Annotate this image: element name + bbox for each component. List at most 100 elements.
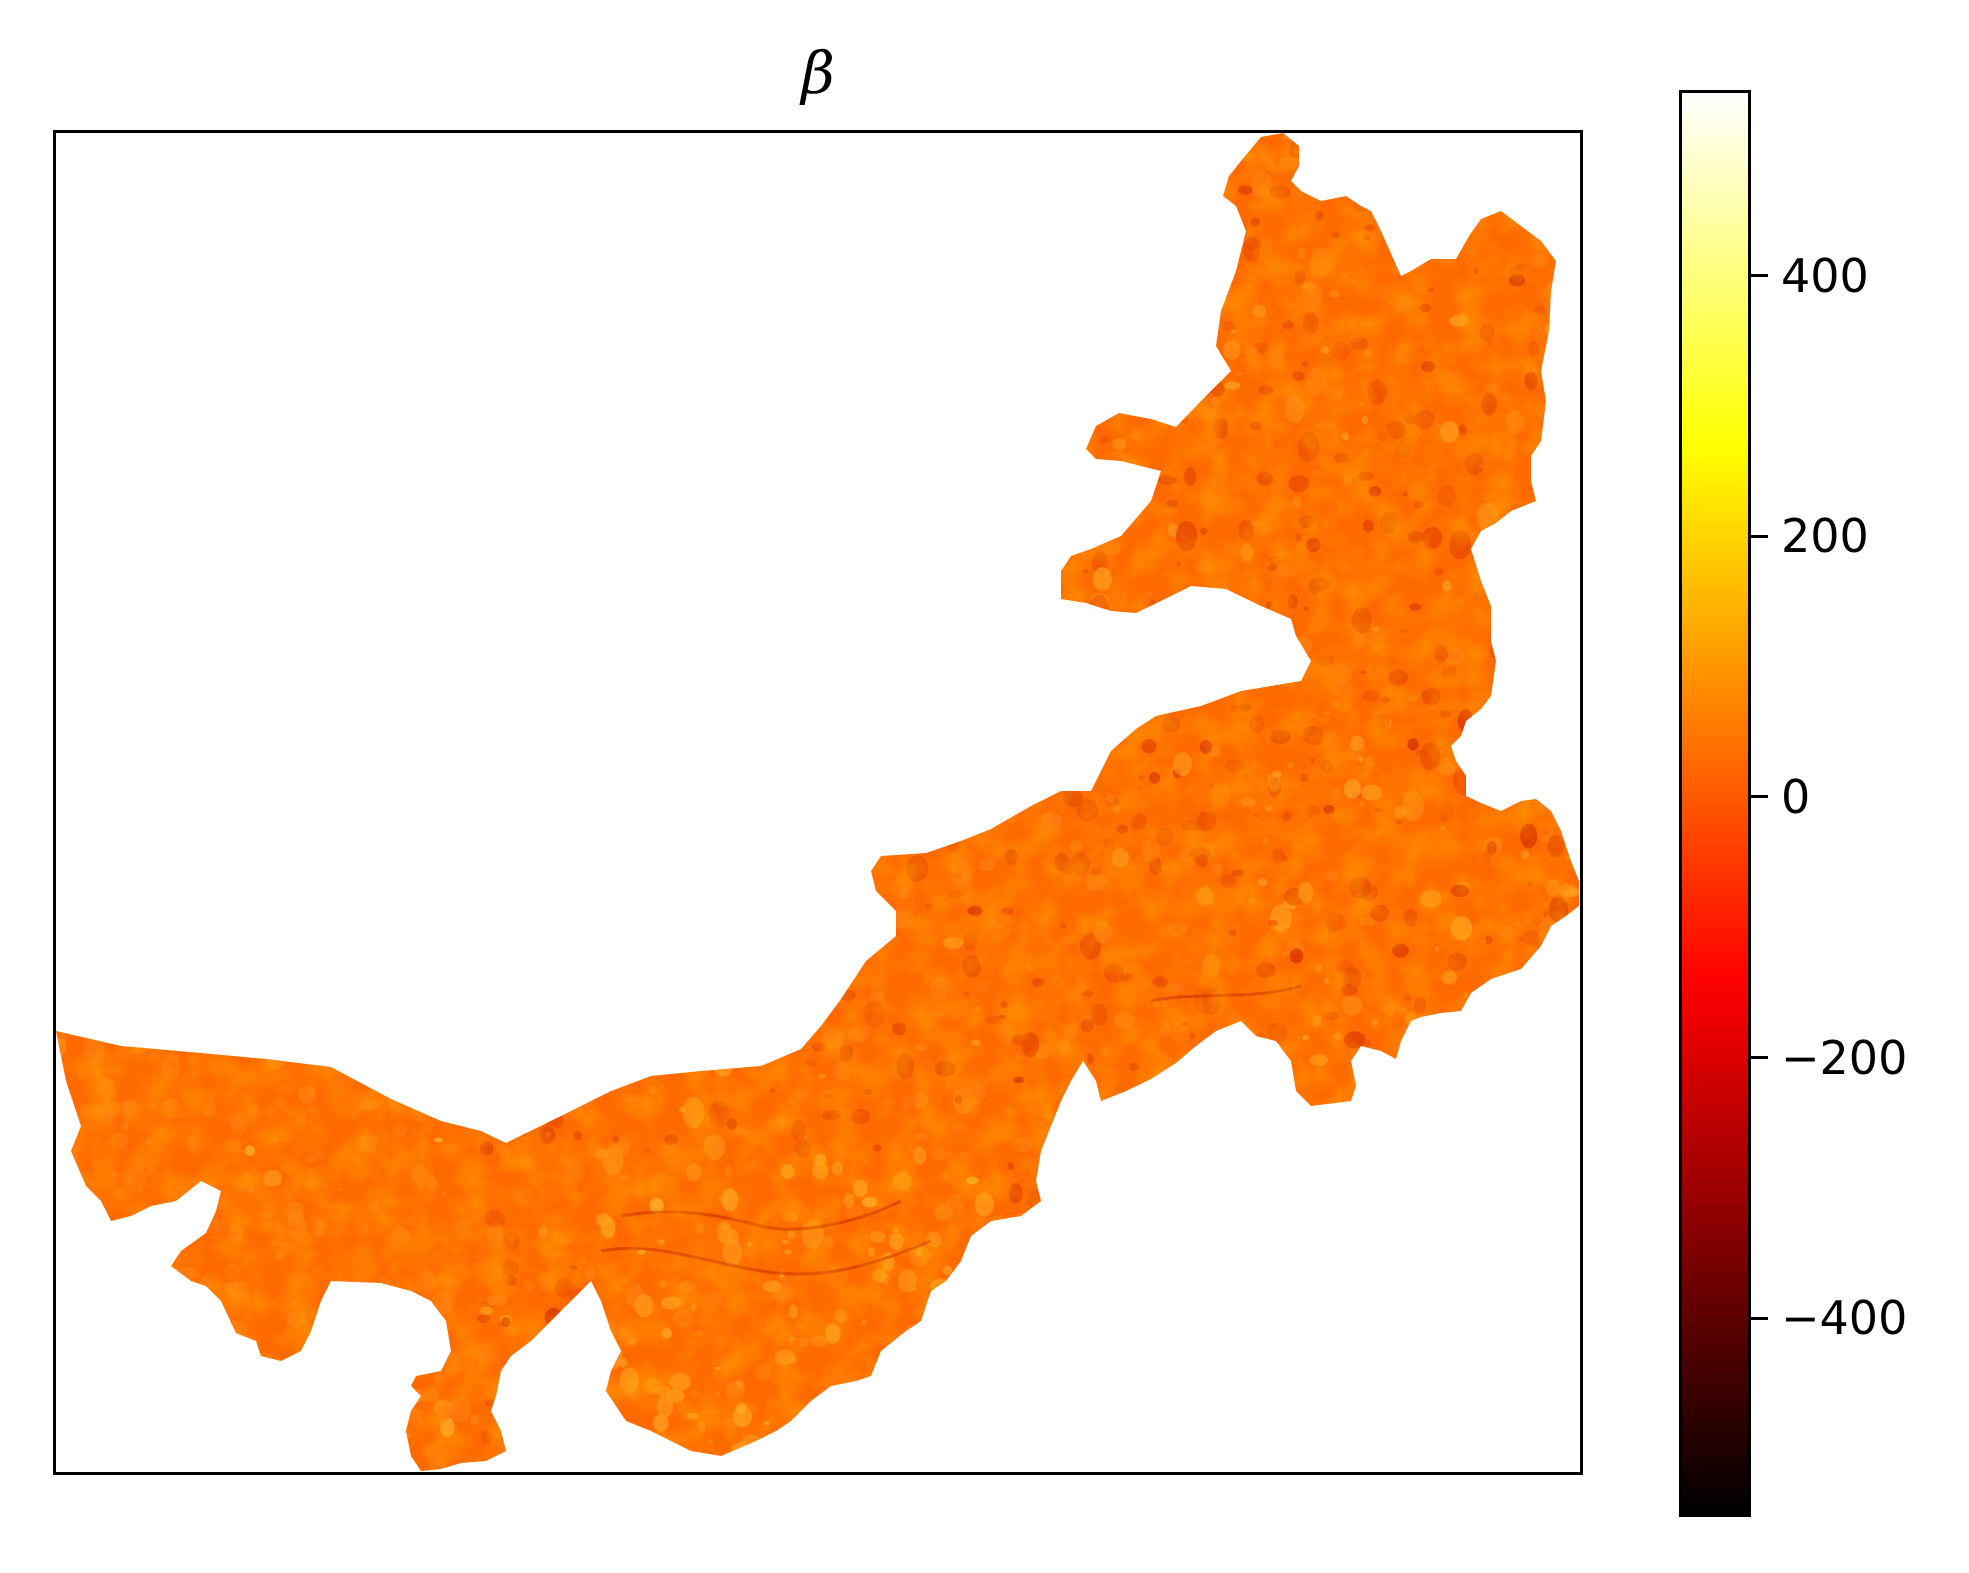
texture-speckle	[1499, 973, 1521, 990]
texture-speckle	[533, 270, 548, 279]
texture-speckle	[1023, 206, 1037, 223]
texture-speckle	[581, 988, 596, 1003]
texture-speckle	[364, 428, 370, 435]
texture-speckle	[721, 828, 742, 842]
texture-speckle	[1041, 200, 1060, 216]
texture-speckle	[572, 1392, 587, 1407]
texture-speckle	[779, 653, 801, 682]
texture-speckle	[1402, 1187, 1408, 1194]
texture-speckle	[329, 629, 345, 649]
texture-speckle	[1315, 1371, 1334, 1393]
texture-speckle	[1233, 627, 1250, 637]
texture-speckle	[1491, 1233, 1511, 1258]
texture-speckle	[1374, 1349, 1386, 1359]
texture-speckle	[585, 288, 594, 294]
texture-speckle	[163, 133, 182, 152]
texture-speckle	[1061, 514, 1074, 534]
texture-speckle	[894, 1368, 902, 1375]
texture-speckle	[589, 981, 609, 992]
texture-speckle	[403, 457, 424, 478]
texture-speckle	[926, 371, 938, 381]
texture-speckle	[164, 1009, 173, 1017]
texture-speckle	[911, 333, 933, 356]
texture-speckle	[452, 655, 466, 675]
texture-speckle	[464, 675, 474, 681]
texture-speckle	[157, 1036, 174, 1045]
texture-speckle	[88, 611, 100, 620]
texture-speckle	[1569, 1381, 1579, 1394]
texture-speckle	[994, 532, 1008, 543]
texture-speckle	[293, 354, 301, 359]
texture-speckle	[1011, 781, 1021, 792]
texture-speckle	[675, 559, 689, 577]
texture-speckle	[938, 685, 960, 703]
texture-speckle	[202, 558, 216, 573]
texture-speckle	[675, 575, 689, 586]
texture-speckle	[75, 1338, 81, 1346]
texture-speckle	[308, 586, 325, 601]
texture-speckle	[753, 146, 770, 165]
texture-speckle	[766, 422, 773, 428]
texture-speckle	[406, 718, 415, 726]
texture-speckle	[888, 1395, 902, 1403]
texture-speckle	[1529, 711, 1545, 732]
texture-speckle	[834, 745, 844, 752]
texture-speckle	[1129, 683, 1138, 694]
texture-speckle	[391, 325, 404, 338]
texture-speckle	[174, 826, 184, 833]
texture-speckle	[56, 1321, 68, 1339]
texture-speckle	[135, 666, 158, 689]
texture-speckle	[56, 994, 69, 1016]
texture-speckle	[753, 214, 761, 221]
texture-speckle	[356, 812, 374, 826]
texture-speckle	[499, 739, 515, 753]
texture-speckle	[133, 847, 155, 863]
texture-speckle	[1361, 166, 1380, 180]
texture-speckle	[1101, 1310, 1107, 1316]
texture-speckle	[146, 914, 154, 924]
texture-speckle	[714, 494, 737, 516]
texture-speckle	[1165, 238, 1170, 242]
colorbar-tick-mark	[1751, 1056, 1768, 1060]
texture-speckle	[987, 157, 993, 161]
texture-speckle	[274, 574, 284, 583]
texture-speckle	[364, 1416, 372, 1424]
texture-speckle	[198, 764, 210, 770]
texture-speckle	[1032, 1268, 1041, 1279]
texture-speckle	[153, 531, 174, 560]
texture-speckle	[1224, 1404, 1233, 1411]
texture-speckle	[1368, 1393, 1384, 1415]
texture-speckle	[717, 894, 733, 908]
texture-speckle	[1003, 569, 1008, 575]
texture-speckle	[582, 147, 600, 169]
texture-speckle	[380, 550, 395, 559]
texture-speckle	[1132, 1221, 1155, 1245]
texture-speckle	[625, 471, 633, 476]
texture-speckle	[813, 948, 829, 958]
texture-speckle	[1529, 743, 1551, 762]
texture-speckle	[171, 360, 177, 367]
texture-speckle	[1497, 1101, 1506, 1112]
texture-speckle	[133, 667, 156, 691]
texture-speckle	[179, 268, 199, 297]
texture-speckle	[131, 685, 137, 692]
texture-speckle	[510, 374, 521, 387]
texture-speckle	[88, 1360, 96, 1367]
texture-speckle	[556, 146, 568, 154]
texture-speckle	[681, 234, 703, 265]
texture-speckle	[807, 930, 819, 940]
texture-speckle	[116, 255, 127, 269]
texture-speckle	[760, 253, 773, 263]
texture-speckle	[1029, 425, 1041, 437]
texture-speckle	[212, 615, 233, 636]
texture-speckle	[720, 463, 733, 477]
texture-speckle	[216, 1359, 222, 1364]
texture-speckle	[806, 464, 820, 485]
texture-speckle	[299, 571, 306, 577]
texture-speckle	[239, 996, 248, 1002]
texture-speckle	[505, 876, 524, 887]
texture-speckle	[818, 618, 838, 637]
texture-speckle	[874, 217, 885, 228]
texture-speckle	[923, 441, 929, 445]
texture-speckle	[1276, 1269, 1293, 1288]
